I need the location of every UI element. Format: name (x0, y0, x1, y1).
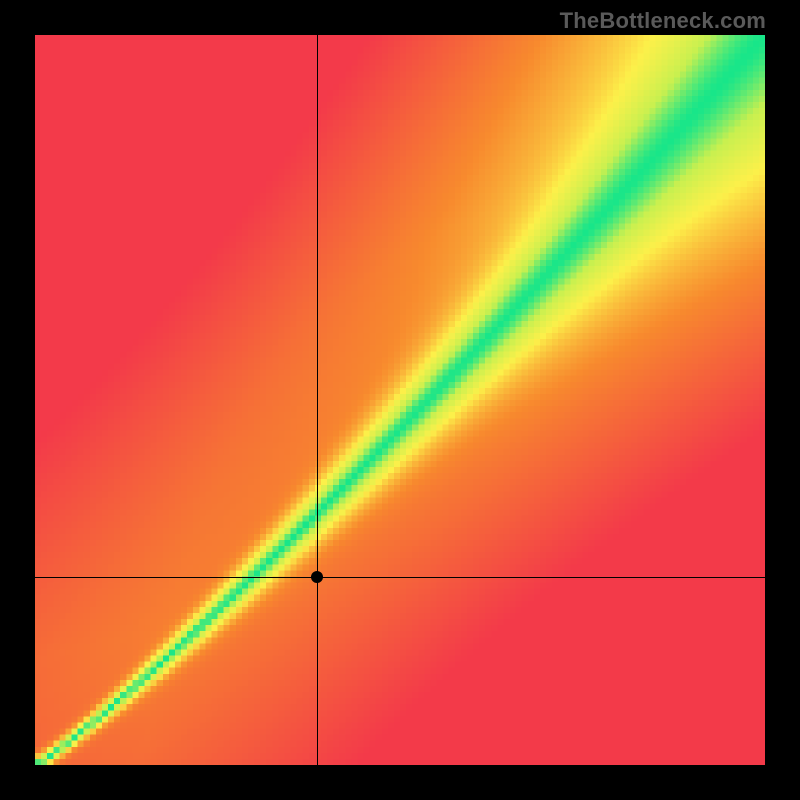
frame: TheBottleneck.com (0, 0, 800, 800)
crosshair-marker (311, 571, 323, 583)
attribution-text: TheBottleneck.com (560, 8, 766, 34)
heatmap-canvas (35, 35, 765, 765)
heatmap-plot (35, 35, 765, 765)
crosshair-vertical (317, 35, 318, 765)
crosshair-horizontal (35, 577, 765, 578)
